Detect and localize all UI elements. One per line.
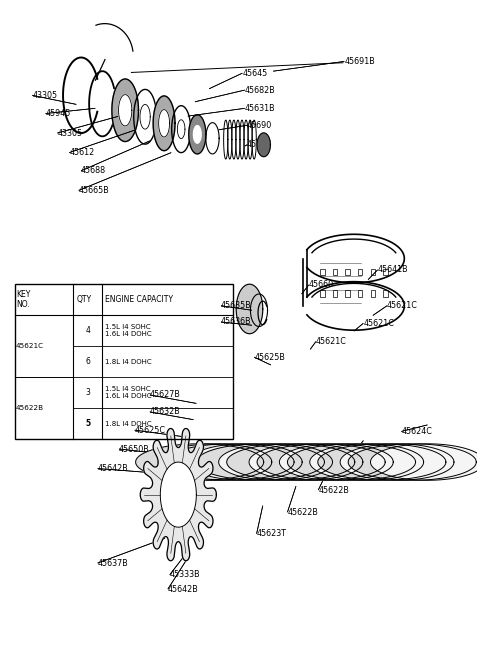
Polygon shape xyxy=(158,110,169,137)
Polygon shape xyxy=(371,444,480,480)
Text: 45622B: 45622B xyxy=(288,508,318,516)
Polygon shape xyxy=(236,284,263,334)
Polygon shape xyxy=(257,444,385,480)
Text: 45625B: 45625B xyxy=(254,353,285,361)
Bar xyxy=(320,290,324,297)
Text: 45650B: 45650B xyxy=(119,445,150,453)
Bar xyxy=(333,290,337,297)
Text: 45682B: 45682B xyxy=(245,85,276,95)
Text: 45635B: 45635B xyxy=(221,301,252,310)
Polygon shape xyxy=(188,444,302,480)
Text: 45641B: 45641B xyxy=(378,265,408,275)
Text: 45621C: 45621C xyxy=(363,319,394,328)
Text: 45637B: 45637B xyxy=(97,558,129,568)
Text: 43305: 43305 xyxy=(32,91,57,100)
Polygon shape xyxy=(340,444,454,480)
Text: 45333B: 45333B xyxy=(170,570,201,579)
Text: 45623T: 45623T xyxy=(257,529,287,538)
Text: 45621C: 45621C xyxy=(16,343,44,350)
Bar xyxy=(371,269,375,275)
Polygon shape xyxy=(257,133,270,156)
Polygon shape xyxy=(318,444,446,480)
Polygon shape xyxy=(119,95,132,126)
Polygon shape xyxy=(140,428,216,560)
Text: 45686: 45686 xyxy=(247,141,272,149)
Bar xyxy=(320,269,324,275)
Bar xyxy=(383,269,388,275)
Bar xyxy=(14,284,233,440)
Polygon shape xyxy=(196,444,324,480)
Text: KEY
NO.: KEY NO. xyxy=(16,290,30,309)
Text: QTY: QTY xyxy=(77,295,92,304)
Text: 45631B: 45631B xyxy=(245,104,276,113)
Text: 45622B: 45622B xyxy=(349,455,380,464)
Polygon shape xyxy=(158,444,272,480)
Text: 45621C: 45621C xyxy=(387,301,418,310)
Text: 45690: 45690 xyxy=(247,121,272,129)
Text: 45645: 45645 xyxy=(242,68,268,78)
Text: 45642B: 45642B xyxy=(97,464,129,473)
Text: 45627B: 45627B xyxy=(150,390,181,399)
Text: 1.5L I4 SOHC
1.6L I4 DOHC: 1.5L I4 SOHC 1.6L I4 DOHC xyxy=(105,386,152,399)
Text: 1.8L I4 DOHC: 1.8L I4 DOHC xyxy=(105,359,152,365)
Polygon shape xyxy=(189,115,206,154)
Text: 45660: 45660 xyxy=(309,281,334,289)
Polygon shape xyxy=(193,125,201,143)
Text: 45625C: 45625C xyxy=(135,426,166,435)
Text: 1.5L I4 SOHC
1.6L I4 DOHC: 1.5L I4 SOHC 1.6L I4 DOHC xyxy=(105,324,152,337)
Polygon shape xyxy=(348,444,476,480)
Text: 45632B: 45632B xyxy=(150,407,180,417)
Text: 3: 3 xyxy=(85,388,90,397)
Text: 45612: 45612 xyxy=(69,148,95,157)
Polygon shape xyxy=(249,444,363,480)
Text: 45622B: 45622B xyxy=(16,405,44,411)
Text: 45621C: 45621C xyxy=(316,337,347,346)
Bar xyxy=(358,269,362,275)
Polygon shape xyxy=(166,444,294,480)
Polygon shape xyxy=(219,444,333,480)
Polygon shape xyxy=(310,444,424,480)
Text: 45688: 45688 xyxy=(81,166,106,175)
Text: 5: 5 xyxy=(85,419,90,428)
Text: 45642B: 45642B xyxy=(168,585,199,593)
Text: 4: 4 xyxy=(85,327,90,335)
Bar xyxy=(333,269,337,275)
Text: 45624C: 45624C xyxy=(401,427,432,436)
Text: 6: 6 xyxy=(85,357,90,366)
Text: 45691B: 45691B xyxy=(344,57,375,66)
Bar xyxy=(358,290,362,297)
Polygon shape xyxy=(227,444,355,480)
Text: 45622B: 45622B xyxy=(318,486,349,495)
Polygon shape xyxy=(112,79,138,141)
Polygon shape xyxy=(160,462,196,527)
Text: ENGINE CAPACITY: ENGINE CAPACITY xyxy=(105,295,173,304)
Text: 43305: 43305 xyxy=(57,129,83,137)
Bar xyxy=(383,290,388,297)
Polygon shape xyxy=(288,444,416,480)
Bar xyxy=(345,290,350,297)
Text: 1.8L I4 DOHC: 1.8L I4 DOHC xyxy=(105,420,152,427)
Text: 45945: 45945 xyxy=(46,109,71,118)
Polygon shape xyxy=(136,444,264,480)
Polygon shape xyxy=(153,96,175,150)
Polygon shape xyxy=(279,444,393,480)
Text: 45665B: 45665B xyxy=(79,186,109,195)
Bar xyxy=(371,290,375,297)
Bar xyxy=(345,269,350,275)
Text: 45636B: 45636B xyxy=(221,317,252,327)
